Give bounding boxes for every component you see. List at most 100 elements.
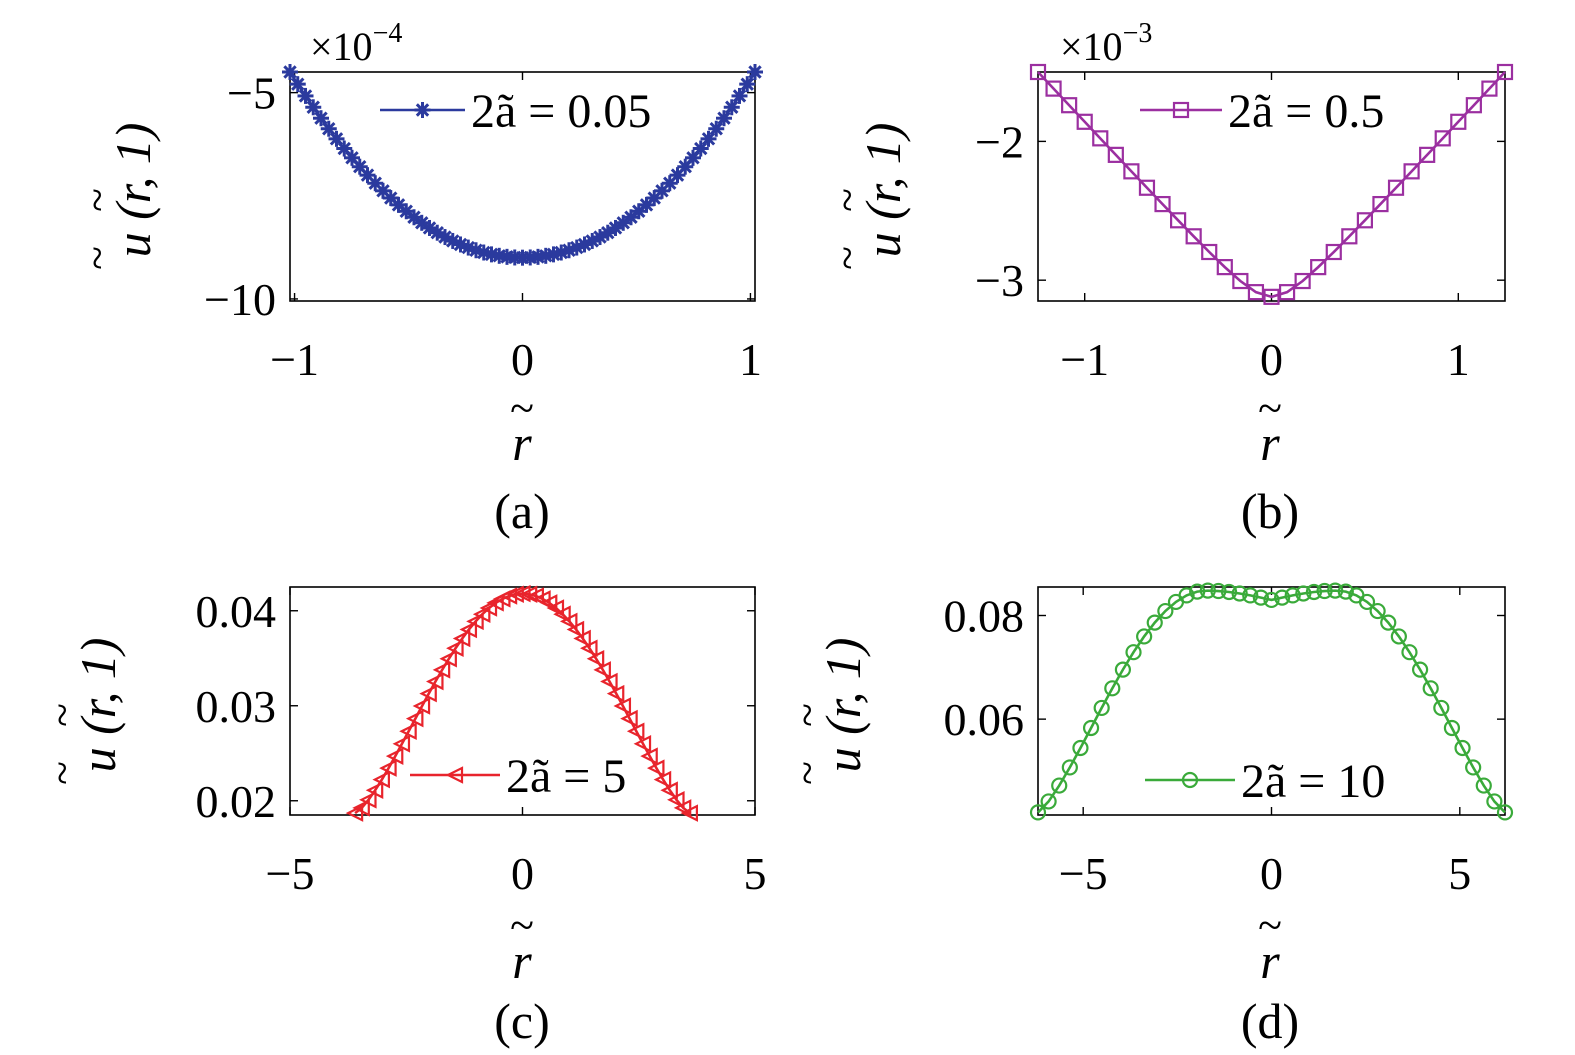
marker-triangle [412, 697, 431, 715]
marker-asterisk [384, 191, 398, 205]
y-axis-label: u (r, 1)~ ~ [73, 123, 161, 270]
y-axis-label-text: u (r, 1) [855, 123, 911, 258]
marker-triangle [680, 804, 699, 822]
marker-circle [1157, 602, 1174, 620]
marker-asterisk [391, 198, 406, 212]
marker-circle [1454, 739, 1471, 757]
marker-triangle [580, 639, 598, 658]
marker-triangle [566, 620, 585, 639]
marker-square [1154, 195, 1171, 213]
y-multiplier-base: ×10 [310, 24, 373, 69]
marker-circle [1114, 661, 1132, 678]
marker-triangle [573, 629, 591, 648]
y-label-tilde-u: ~ [783, 761, 832, 785]
marker-circle [1220, 583, 1238, 601]
marker-triangle [600, 672, 618, 691]
marker-triangle [626, 722, 645, 741]
x-tick-label: −5 [266, 848, 315, 899]
marker-square [1465, 97, 1482, 114]
y-axis-label: u (r, 1)~ ~ [823, 123, 911, 270]
x-label-tilde: ~ [1258, 384, 1282, 433]
y-axis-label-text: u (r, 1) [70, 638, 126, 773]
marker-square [1247, 284, 1265, 301]
panel-label: (a) [494, 483, 550, 539]
marker-triangle [640, 747, 658, 765]
y-axis-label: u (r, 1)~ ~ [783, 638, 871, 785]
marker-triangle [452, 629, 471, 648]
marker-triangle [653, 770, 672, 789]
marker-circle [1411, 661, 1429, 678]
marker-triangle [586, 649, 605, 668]
marker-triangle [345, 804, 364, 822]
marker-triangle [633, 735, 652, 753]
marker-square [1138, 179, 1156, 196]
marker-triangle [405, 709, 424, 728]
marker-square [1481, 80, 1498, 97]
x-label-tilde: ~ [510, 384, 534, 433]
marker-square [1201, 243, 1218, 261]
y-tick-label: −5 [227, 68, 276, 119]
marker-square [1325, 243, 1342, 261]
marker-circle [1051, 777, 1068, 794]
x-axis-label: r [512, 415, 532, 471]
marker-asterisk [368, 176, 382, 190]
marker-square [1216, 259, 1233, 276]
marker-circle [1284, 587, 1301, 604]
marker-triangle [379, 759, 397, 777]
marker-circle [1422, 680, 1439, 697]
marker-triangle [352, 799, 370, 817]
y-label-tilde-r: ~ [823, 188, 872, 212]
panel-label: (b) [1241, 483, 1299, 539]
marker-square [1172, 101, 1190, 119]
x-tick-label: −1 [270, 334, 319, 385]
panel-label: (d) [1241, 993, 1299, 1049]
x-tick-label: 0 [511, 334, 534, 385]
y-multiplier-exponent: −3 [1123, 18, 1153, 49]
marker-asterisk [399, 204, 413, 218]
marker-circle [1093, 699, 1110, 717]
marker-square [1434, 130, 1451, 147]
marker-triangle [660, 781, 678, 799]
legend-label: 2ã = 0.5 [1228, 85, 1384, 138]
y-label-tilde-u: ~ [823, 246, 872, 270]
y-tick-label: 0.04 [196, 586, 277, 637]
y-tick-label: −10 [204, 274, 276, 325]
marker-circle [1146, 614, 1163, 631]
marker-triangle [472, 605, 491, 623]
y-axis-label: u (r, 1)~ ~ [38, 638, 126, 785]
x-axis-label: r [1260, 415, 1280, 471]
marker-square [1372, 195, 1389, 213]
series-a [282, 64, 763, 266]
marker-triangle [499, 587, 518, 605]
marker-circle [1252, 589, 1269, 606]
marker-circle [1178, 587, 1195, 604]
marker-square [1061, 97, 1078, 114]
x-axis-label: r [1260, 933, 1280, 989]
marker-triangle [546, 599, 565, 617]
marker-triangle [519, 585, 538, 604]
marker-asterisk [725, 100, 739, 114]
marker-asterisk [732, 89, 747, 103]
marker-square [1123, 163, 1140, 180]
marker-triangle [620, 709, 638, 728]
marker-asterisk [407, 210, 421, 224]
chart-panel-a: −1 0 1−10−5×10−42ã = 0.05u (r, 1)~~~r(a) [73, 18, 763, 539]
marker-triangle [613, 697, 632, 715]
marker-circle [1316, 582, 1333, 600]
x-tick-label: 5 [744, 848, 767, 899]
y-multiplier-exponent: −4 [373, 18, 403, 49]
marker-square [1356, 212, 1374, 229]
marker-square [1045, 80, 1062, 97]
y-multiplier: ×10−3 [1060, 18, 1152, 69]
marker-circle [1210, 582, 1227, 600]
marker-asterisk [376, 184, 390, 198]
marker-square [1107, 146, 1124, 163]
marker-triangle [372, 770, 390, 789]
legend: 2ã = 0.05 [380, 85, 651, 138]
marker-circle [1305, 583, 1323, 601]
marker-circle [1136, 628, 1153, 645]
legend-label: 2ã = 5 [506, 750, 626, 803]
marker-circle [1358, 593, 1376, 611]
marker-circle [1295, 585, 1312, 602]
x-tick-label: 1 [739, 334, 762, 385]
